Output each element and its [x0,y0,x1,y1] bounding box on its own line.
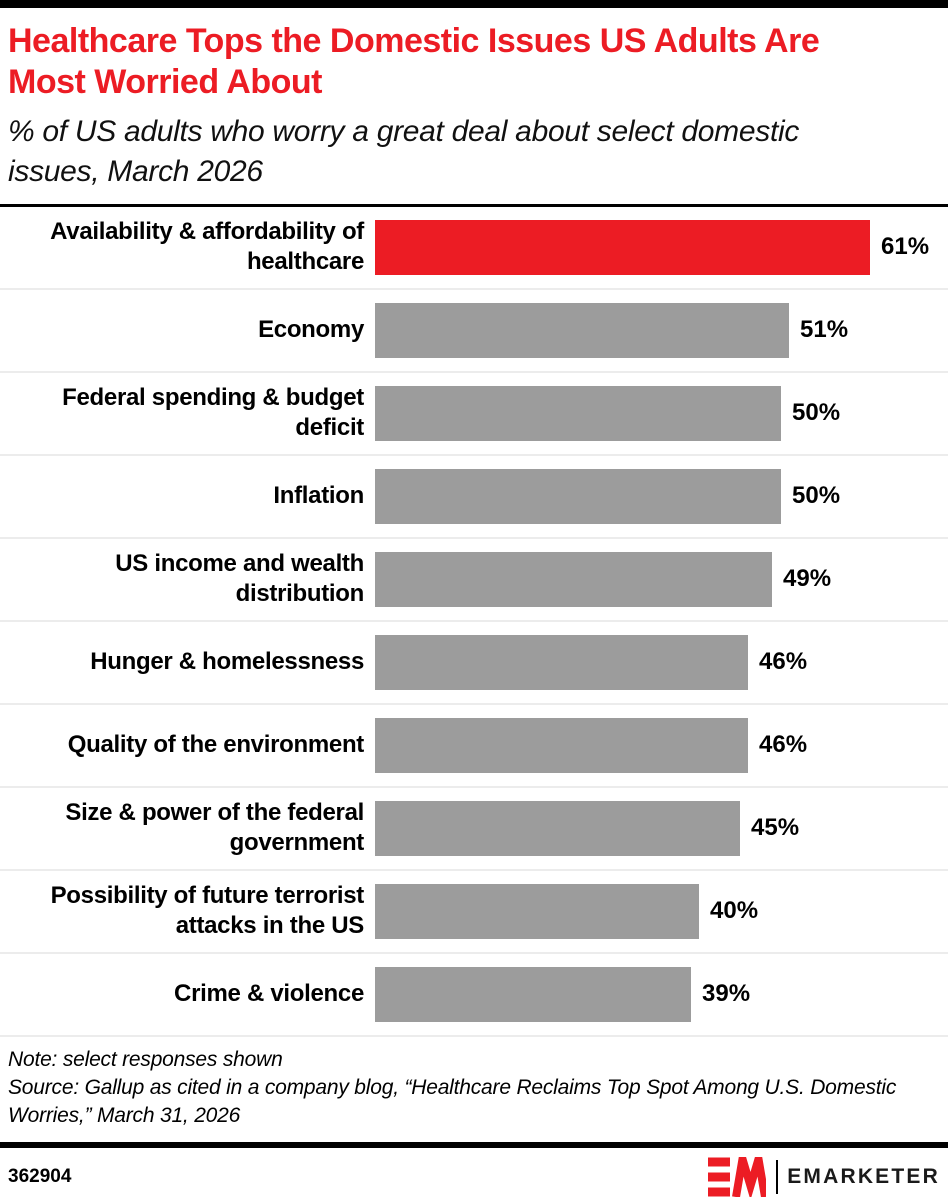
category-label: Availability & affordability of healthca… [50,217,364,276]
chart-source: Source: Gallup as cited in a company blo… [8,1075,897,1127]
bar [375,551,772,607]
category-label: Quality of the environment [67,731,365,759]
value-label: 50% [792,482,841,510]
category-label: Possibility of future terrorist attacks … [50,881,365,940]
bar-track: 39% [375,966,948,1022]
bar [375,883,699,939]
footnotes-block: Note: select responses shown Source: Gal… [0,1037,948,1142]
emarketer-logo: EMARKETER [708,1156,940,1197]
bar-track: 46% [375,634,948,690]
chart-note: Note: select responses shown [8,1047,283,1071]
category-label: Size & power of the federal government [65,798,364,857]
bar [375,302,789,358]
bar-row: Quality of the environment 46% [0,705,948,788]
bar [375,468,781,524]
value-label: 51% [800,316,849,344]
value-label: 50% [792,399,841,427]
bar-track: 49% [375,551,948,607]
bar-track: 45% [375,800,948,856]
value-label: 46% [759,648,808,676]
bar-track: 51% [375,302,948,358]
value-label: 49% [783,565,832,593]
bar-track: 50% [375,385,948,441]
category-label: US income and wealth distribution [115,549,364,608]
bar [375,385,781,441]
value-label: 46% [759,731,808,759]
bar-row: Inflation 50% [0,456,948,539]
bar-row: Hunger & homelessness 46% [0,622,948,705]
bar-row: Availability & affordability of healthca… [0,207,948,290]
em-monogram-icon [708,1156,767,1197]
chart-subtitle: % of US adults who worry a great deal ab… [8,114,800,189]
bar [375,634,748,690]
value-label: 45% [751,814,800,842]
bar-row: Economy 51% [0,290,948,373]
bar [375,219,870,275]
bar [375,966,691,1022]
bar-track: 46% [375,717,948,773]
value-label: 39% [702,980,751,1008]
value-label: 61% [881,233,930,261]
chart-footer: 362904 EMARKETER [0,1148,948,1199]
bar-row: US income and wealth distribution 49% [0,539,948,622]
bar [375,800,740,856]
bar-track: 40% [375,883,948,939]
chart-title: Healthcare Tops the Domestic Issues US A… [8,22,820,102]
bar-row: Crime & violence 39% [0,954,948,1037]
bar-track: 61% [375,219,948,275]
value-label: 40% [710,897,759,925]
logo-divider [776,1159,779,1194]
category-label: Economy [258,316,364,344]
chart-header: Healthcare Tops the Domestic Issues US A… [0,8,948,193]
chart-id: 362904 [8,1165,72,1187]
footer-divider [0,1141,948,1148]
bar-row: Federal spending & budget deficit 50% [0,373,948,456]
bar [375,717,748,773]
brand-wordmark: EMARKETER [787,1164,940,1188]
bar-row: Possibility of future terrorist attacks … [0,871,948,954]
category-label: Hunger & homelessness [90,648,364,676]
bar-track: 50% [375,468,948,524]
category-label: Crime & violence [174,980,364,1008]
bar-row: Size & power of the federal government 45… [0,788,948,871]
bar-chart: Availability & affordability of healthca… [0,207,948,1037]
top-border-bar [0,0,948,8]
header-divider [0,203,948,207]
category-label: Inflation [273,482,364,510]
category-label: Federal spending & budget deficit [62,383,364,442]
